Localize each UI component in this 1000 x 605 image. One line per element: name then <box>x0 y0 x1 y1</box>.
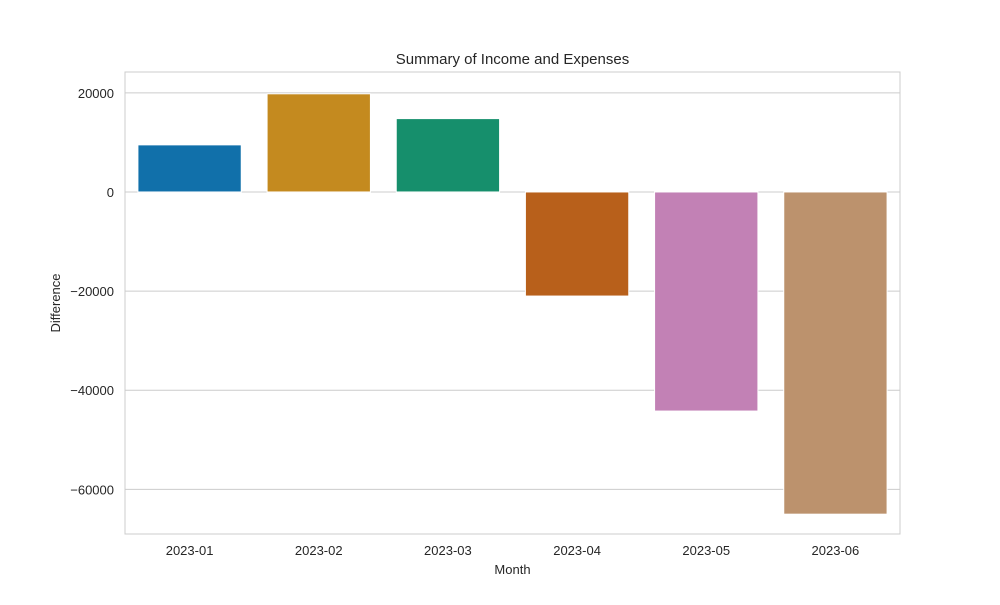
chart-title: Summary of Income and Expenses <box>396 51 629 68</box>
plot-frame <box>124 71 901 535</box>
bar-2023-01 <box>137 144 242 193</box>
y-tick-label: 20000 <box>78 86 114 101</box>
y-tick-label: 0 <box>107 185 114 200</box>
bar-2023-04 <box>524 191 630 297</box>
y-tick-labels: 20000 0 −20000 −40000 −60000 <box>70 86 114 498</box>
x-tick-label: 2023-03 <box>424 543 472 558</box>
bar-2023-06 <box>783 191 888 515</box>
bar-2023-02 <box>266 93 371 193</box>
y-tick-label: −40000 <box>70 383 114 398</box>
gridlines <box>125 92 900 490</box>
bar-2023-03 <box>395 118 501 193</box>
x-axis-label: Month <box>494 562 530 577</box>
x-tick-label: 2023-01 <box>166 543 214 558</box>
x-tick-label: 2023-02 <box>295 543 343 558</box>
x-tick-label: 2023-05 <box>682 543 730 558</box>
x-tick-label: 2023-04 <box>553 543 601 558</box>
x-tick-labels: 2023-01 2023-02 2023-03 2023-04 2023-05 2023-… <box>166 543 860 558</box>
y-axis-label: Difference <box>48 273 63 332</box>
bars <box>137 93 888 515</box>
bar-2023-05 <box>654 191 759 412</box>
y-tick-label: −20000 <box>70 284 114 299</box>
y-tick-label: −60000 <box>70 482 114 497</box>
x-tick-label: 2023-06 <box>812 543 860 558</box>
